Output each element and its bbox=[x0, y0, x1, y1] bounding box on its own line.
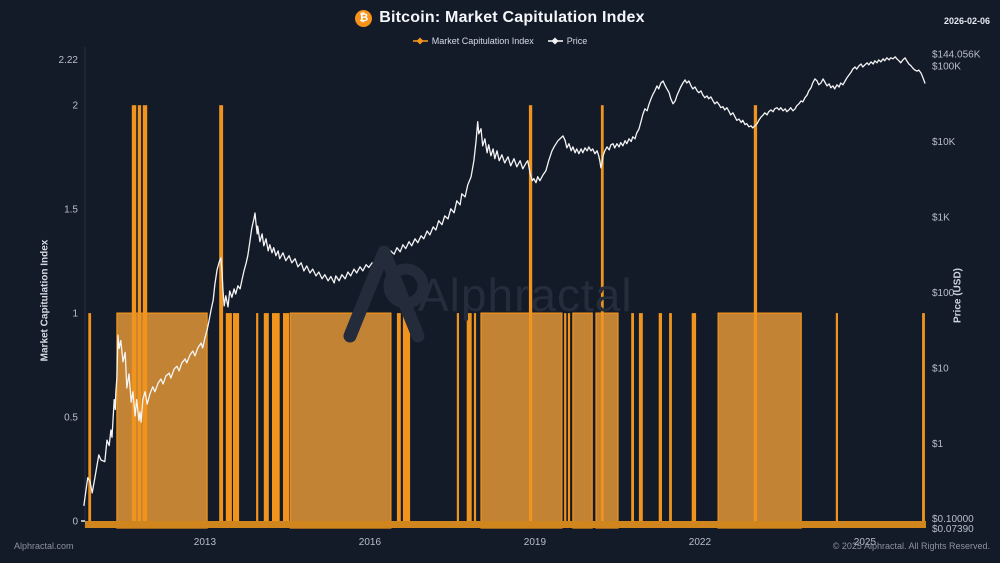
right-axis-tick: $10 bbox=[932, 363, 949, 374]
left-axis-tick: 2.22 bbox=[59, 55, 79, 66]
capitulation-bar bbox=[137, 105, 142, 528]
legend: Market Capitulation Index Price bbox=[0, 36, 1000, 46]
right-axis-tick: $0.10000 bbox=[932, 514, 974, 525]
left-axis-tick: 2 bbox=[72, 101, 78, 112]
legend-label: Market Capitulation Index bbox=[431, 36, 534, 46]
left-axis-tick: 1 bbox=[72, 309, 78, 320]
header: ₿ Bitcoin: Market Capitulation Index bbox=[0, 8, 1000, 27]
right-axis-tick: $100K bbox=[932, 61, 961, 72]
x-axis-tick: 2025 bbox=[854, 537, 877, 548]
x-axis-tick: 2022 bbox=[689, 537, 712, 548]
capitulation-bar bbox=[116, 312, 208, 529]
page-title: Bitcoin: Market Capitulation Index bbox=[379, 9, 645, 26]
capitulation-bar bbox=[466, 313, 472, 528]
capitulation-bar bbox=[456, 313, 459, 528]
x-axis-tick: 2013 bbox=[194, 537, 217, 548]
capitulation-bar bbox=[717, 312, 802, 529]
capitulation-bar bbox=[669, 313, 672, 528]
left-axis-tick: 0.5 bbox=[64, 413, 78, 424]
footer-site-link[interactable]: Alphractal.com bbox=[14, 541, 74, 551]
right-axis-tick: $100 bbox=[932, 288, 955, 299]
capitulation-bar bbox=[631, 313, 634, 528]
capitulation-bar bbox=[572, 312, 593, 529]
date-badge: 2026-02-06 bbox=[943, 16, 990, 26]
left-axis-tick: 1.5 bbox=[64, 205, 78, 216]
legend-marker-capitulation-icon bbox=[412, 37, 428, 45]
capitulation-bar bbox=[225, 313, 232, 528]
capitulation-bar bbox=[600, 105, 604, 528]
footer-copyright: © 2025 Alphractal. All Rights Reserved. bbox=[832, 541, 990, 551]
capitulation-bar bbox=[473, 313, 477, 528]
capitulation-bar bbox=[595, 312, 619, 529]
legend-item-price[interactable]: Price bbox=[547, 36, 588, 46]
capitulation-bar bbox=[263, 313, 269, 528]
legend-label: Price bbox=[566, 36, 588, 46]
right-axis-tick: $144.056K bbox=[932, 49, 981, 60]
capitulation-bar bbox=[567, 313, 571, 528]
capitulation-bar bbox=[396, 313, 401, 528]
watermark-text: Alphractal bbox=[418, 269, 633, 321]
capitulation-bar bbox=[142, 105, 148, 528]
capitulation-bar bbox=[658, 313, 662, 528]
capitulation-bar bbox=[528, 105, 533, 528]
capitulation-bar bbox=[564, 313, 567, 528]
capitulation-bar bbox=[256, 313, 259, 528]
capitulation-bar bbox=[691, 313, 697, 528]
capitulation-bar bbox=[289, 312, 392, 529]
capitulation-bar bbox=[131, 105, 137, 528]
capitulation-bar bbox=[219, 105, 224, 528]
capitulation-bar bbox=[480, 312, 563, 529]
left-axis-tick: 0 bbox=[72, 517, 78, 528]
capitulation-bar bbox=[922, 313, 925, 528]
legend-item-capitulation[interactable]: Market Capitulation Index bbox=[412, 36, 534, 46]
price-line bbox=[83, 56, 926, 507]
capitulation-bar bbox=[753, 105, 758, 528]
right-axis-tick: $10K bbox=[932, 137, 956, 148]
capitulation-bar bbox=[283, 313, 290, 528]
capitulation-bar bbox=[88, 313, 92, 528]
right-axis-title: Price (USD) bbox=[952, 268, 964, 324]
legend-marker-price-icon bbox=[547, 37, 563, 45]
x-axis-tick: 2019 bbox=[524, 537, 547, 548]
capitulation-bar bbox=[233, 313, 240, 528]
capitulation-baseline-strip bbox=[85, 521, 926, 528]
right-axis-tick: $1K bbox=[932, 212, 950, 223]
right-axis-tick: $0.07390 bbox=[932, 524, 974, 535]
bitcoin-icon: ₿ bbox=[355, 9, 373, 27]
x-axis-tick: 2016 bbox=[359, 537, 382, 548]
capitulation-bar bbox=[402, 313, 411, 528]
capitulation-bar bbox=[835, 313, 838, 528]
capitulation-bar bbox=[638, 313, 643, 528]
capitulation-bar bbox=[272, 313, 280, 528]
right-axis-tick: $1 bbox=[932, 439, 944, 450]
left-axis-title: Market Capitulation Index bbox=[39, 239, 51, 362]
